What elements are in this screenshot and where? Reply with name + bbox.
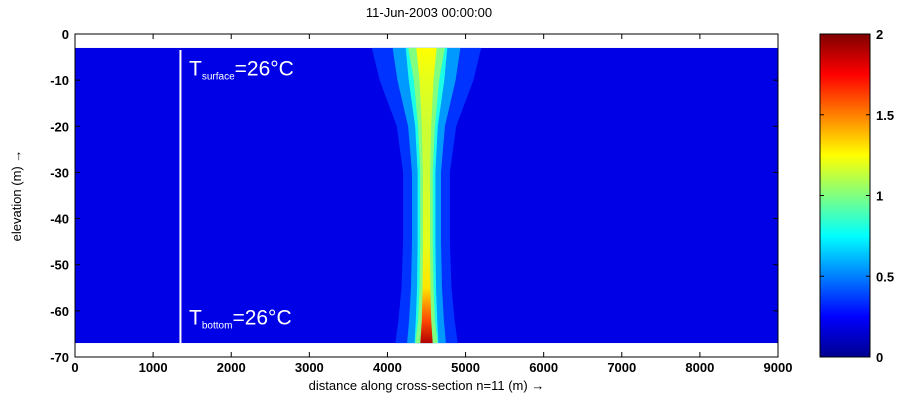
x-tick-label: 8000 xyxy=(685,360,714,375)
colorbar-tick-label: 0 xyxy=(876,350,883,365)
colorbar-tick-label: 1 xyxy=(876,189,883,204)
x-tick-label: 7000 xyxy=(607,360,636,375)
x-tick-label: 6000 xyxy=(529,360,558,375)
y-tick-label: -70 xyxy=(50,350,69,365)
colorbar xyxy=(819,33,871,358)
y-tick-label: -10 xyxy=(50,73,69,88)
colorbar-tick-label: 2 xyxy=(876,27,883,42)
y-tick-label: -20 xyxy=(50,119,69,134)
y-tick-label: -40 xyxy=(50,212,69,227)
colorbar-axis: 0 0.5 1 1.5 2 xyxy=(820,27,894,365)
x-tick-label: 9000 xyxy=(764,360,793,375)
annotations: Tsurface=26°C Tbottom=26°C xyxy=(189,58,294,332)
colorbar-tick-label: 0.5 xyxy=(876,269,894,284)
annotation-1: Tbottom=26°C xyxy=(189,307,292,332)
x-tick-label: 3000 xyxy=(295,360,324,375)
plume-core xyxy=(416,47,437,344)
annotation-0: Tsurface=26°C xyxy=(189,58,294,83)
chart-title: 11-Jun-2003 00:00:00 xyxy=(366,5,492,20)
y-axis: 0 -10 -20 -30 -40 -50 -60 -70 xyxy=(50,27,778,365)
x-tick-label: 4000 xyxy=(373,360,402,375)
x-tick-label: 5000 xyxy=(451,360,480,375)
y-tick-label: -50 xyxy=(50,258,69,273)
y-tick-label: -60 xyxy=(50,304,69,319)
heatmap-field xyxy=(75,47,778,344)
y-tick-label: 0 xyxy=(62,27,69,42)
y-tick-label: -30 xyxy=(50,165,69,180)
x-tick-label: 1000 xyxy=(139,360,168,375)
y-axis-label: elevation (m) → xyxy=(9,150,24,242)
colorbar-tick-label: 1.5 xyxy=(876,108,894,123)
x-tick-label: 0 xyxy=(71,360,78,375)
axes-frame xyxy=(74,33,779,358)
x-axis: 0 1000 2000 3000 4000 5000 6000 7000 8000 9000 xyxy=(71,34,792,375)
x-tick-label: 2000 xyxy=(217,360,246,375)
x-axis-label: distance along cross-section n=11 (m) → xyxy=(309,378,545,393)
